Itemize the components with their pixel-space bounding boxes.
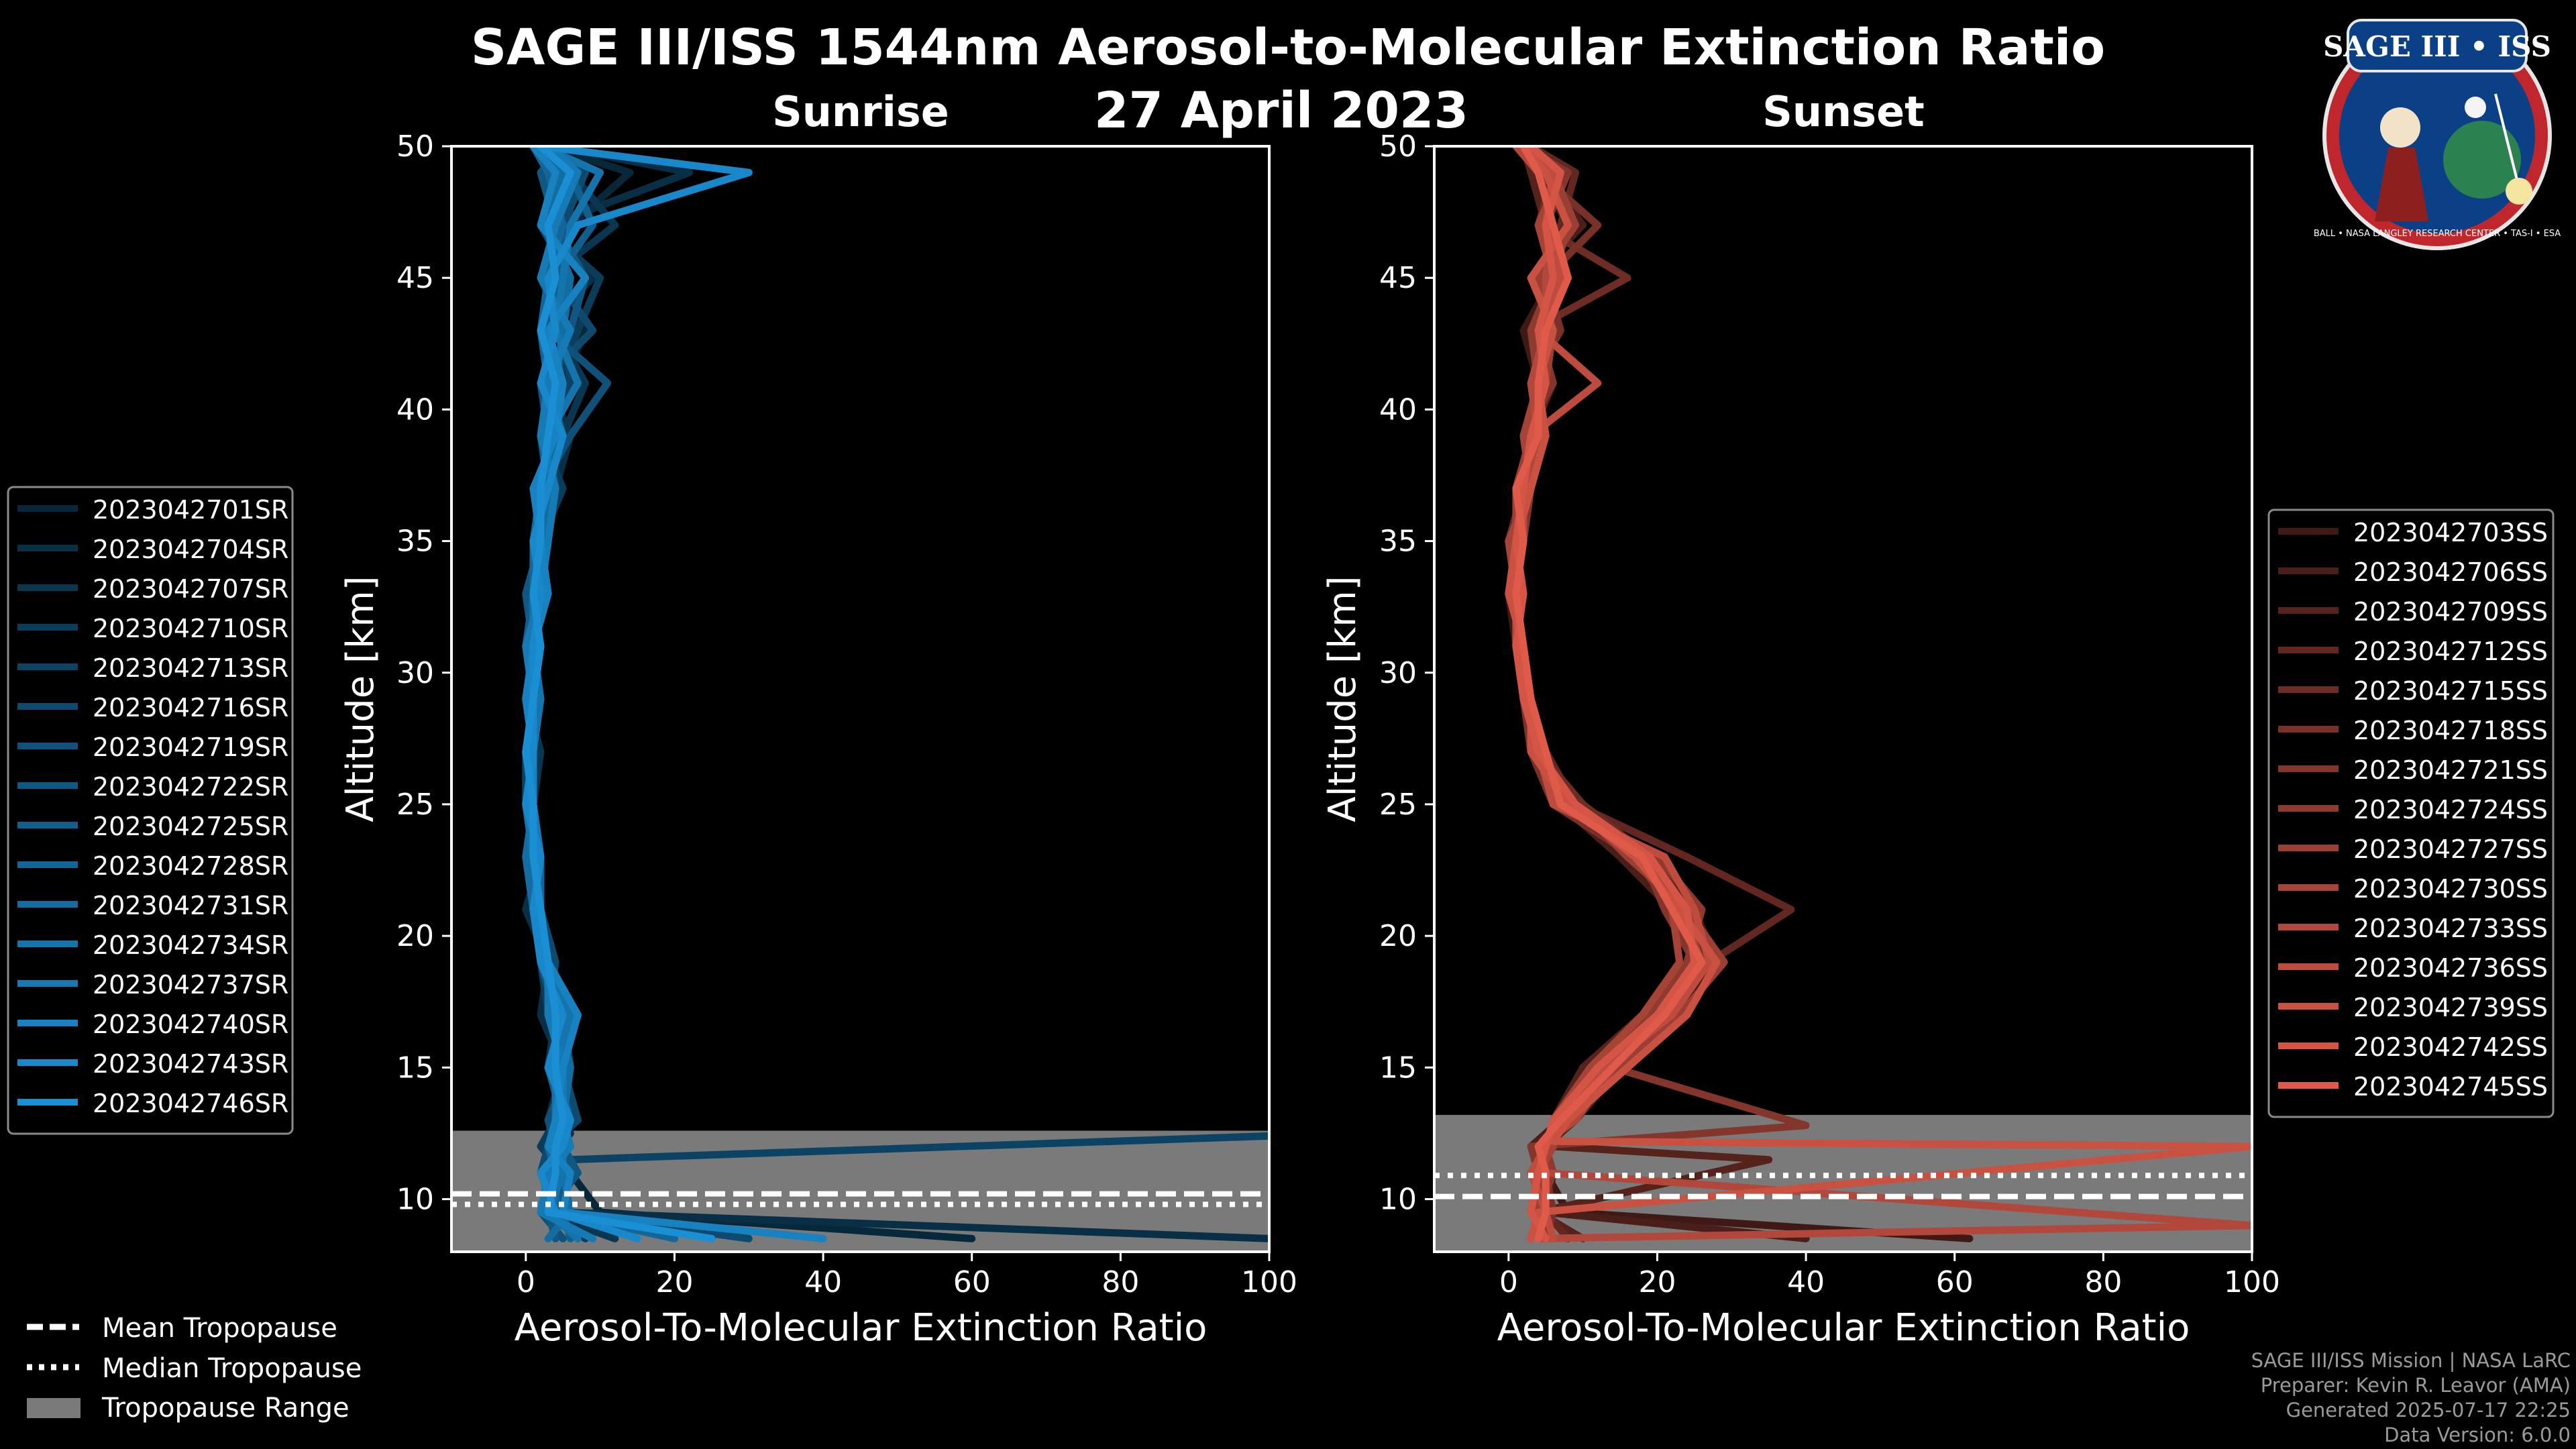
sunrise-y-tick-label: 50: [396, 129, 434, 164]
sunset-y-tick-label: 20: [1379, 919, 1417, 953]
sunrise-y-tick-label: 10: [396, 1183, 434, 1217]
credit-generated: Generated 2025-07-17 22:25: [2286, 1399, 2571, 1421]
legend-label-2023042724SS: 2023042724SS: [2353, 795, 2548, 824]
legend-label-2023042718SS: 2023042718SS: [2353, 716, 2548, 745]
sunset-y-tick-label: 40: [1379, 392, 1417, 427]
sunset-x-tick-label: 40: [1787, 1265, 1825, 1299]
sunrise-panel-title: Sunrise: [772, 87, 949, 136]
legend-label-2023042736SS: 2023042736SS: [2353, 953, 2548, 983]
legend-label-2023042706SS: 2023042706SS: [2353, 557, 2548, 587]
sunset-x-axis-label: Aerosol-To-Molecular Extinction Ratio: [1497, 1306, 2190, 1350]
credit-mission: SAGE III/ISS Mission | NASA LaRC: [2251, 1349, 2571, 1372]
sage-iii-iss-logo: SAGE III • ISS BALL • NASA LANGLEY RESEA…: [2314, 19, 2561, 250]
legend-label-2023042728SR: 2023042728SR: [93, 851, 288, 881]
sunset-plot-background: [1434, 146, 2252, 1252]
legend-label-2023042712SS: 2023042712SS: [2353, 637, 2548, 666]
sunset-legend: 2023042703SS 2023042706SS 2023042709SS 2023…: [2267, 508, 2555, 1118]
series-line-2023042745SS: [1512, 146, 1706, 1242]
logo-top-text: SAGE III • ISS: [2323, 30, 2551, 63]
legend-label-2023042716SR: 2023042716SR: [93, 693, 288, 722]
sunset-y-tick-label: 25: [1379, 788, 1417, 822]
sunset-y-tick-label: 50: [1379, 129, 1417, 164]
sunrise-x-tick-label: 40: [804, 1265, 842, 1299]
sunrise-x-tick-label: 60: [953, 1265, 991, 1299]
sunset-y-tick-label: 45: [1379, 261, 1417, 295]
legend-label-2023042704SR: 2023042704SR: [93, 535, 288, 564]
sunset-y-tick-label: 30: [1379, 656, 1417, 690]
credit-preparer: Preparer: Kevin R. Leavor (AMA): [2260, 1374, 2571, 1397]
legend-label-2023042709SS: 2023042709SS: [2353, 597, 2548, 627]
sunrise-panel: Sunrise 0 20 40 60 80 100 10 15 20 25 30 35 40 45 50 A…: [339, 87, 1297, 1350]
sunset-panel: Sunset 0 20 40 60 80 100 10 15 20 25 30 35 40 45 50 Al…: [1321, 87, 2280, 1350]
legend-label-2023042745SS: 2023042745SS: [2353, 1072, 2548, 1102]
sunrise-y-tick-label: 45: [396, 261, 434, 295]
mean-tropopause-label: Mean Tropopause: [102, 1313, 337, 1344]
series-line-2023042742SS: [1512, 146, 1699, 1242]
legend-label-2023042739SS: 2023042739SS: [2353, 993, 2548, 1022]
legend-label-2023042727SS: 2023042727SS: [2353, 835, 2548, 864]
sunset-y-tick-label: 10: [1379, 1183, 1417, 1217]
legend-label-2023042730SS: 2023042730SS: [2353, 874, 2548, 904]
legend-label-2023042725SR: 2023042725SR: [93, 812, 288, 841]
tropopause-range-swatch: [27, 1398, 80, 1418]
sunset-y-tick-label: 35: [1379, 525, 1417, 559]
sunset-legend-frame: [2267, 508, 2555, 1118]
sunrise-y-axis-label: Altitude [km]: [339, 576, 382, 822]
legend-label-2023042703SS: 2023042703SS: [2353, 518, 2548, 547]
figure-date: 27 April 2023: [1094, 82, 1468, 140]
legend-label-2023042719SR: 2023042719SR: [93, 733, 288, 762]
legend-label-2023042742SS: 2023042742SS: [2353, 1032, 2548, 1062]
sunrise-x-tick-label: 20: [655, 1265, 693, 1299]
median-tropopause-label: Median Tropopause: [102, 1353, 362, 1384]
series-line-2023042746SR: [522, 146, 716, 1242]
legend-label-2023042746SR: 2023042746SR: [93, 1089, 288, 1118]
sunrise-y-tick-label: 35: [396, 525, 434, 559]
legend-label-2023042721SS: 2023042721SS: [2353, 755, 2548, 785]
legend-label-2023042710SR: 2023042710SR: [93, 614, 288, 643]
sunrise-x-tick-label: 0: [517, 1265, 535, 1299]
sunrise-x-tick-label: 80: [1102, 1265, 1139, 1299]
sunrise-y-tick-label: 15: [396, 1051, 434, 1085]
legend-label-2023042740SR: 2023042740SR: [93, 1010, 288, 1039]
sunset-plot-area: 0 20 40 60 80 100 10 15 20 25 30 35 40 45 50: [1379, 129, 2280, 1299]
figure-title: SAGE III/ISS 1544nm Aerosol-to-Molecular…: [471, 19, 2105, 76]
legend-label-2023042737SR: 2023042737SR: [93, 970, 288, 1000]
sunrise-plot-frame: [450, 145, 1271, 1253]
logo-ring-text: BALL • NASA LANGLEY RESEARCH CENTER • TA…: [2314, 229, 2561, 239]
sunset-y-axis-label: Altitude [km]: [1321, 576, 1364, 822]
legend-label-2023042715SS: 2023042715SS: [2353, 676, 2548, 706]
legend-label-2023042722SR: 2023042722SR: [93, 772, 288, 802]
sunrise-plot-area: 0 20 40 60 80 100 10 15 20 25 30 35 40 45 50: [396, 129, 1297, 1299]
legend-label-2023042734SR: 2023042734SR: [93, 930, 288, 960]
sunset-panel-title: Sunset: [1762, 87, 1925, 136]
sunrise-legend-frame: [7, 486, 294, 1135]
sunrise-y-tick-label: 25: [396, 788, 434, 822]
legend-label-2023042731SR: 2023042731SR: [93, 891, 288, 920]
legend-label-2023042707SR: 2023042707SR: [93, 574, 288, 604]
sunrise-y-tick-label: 30: [396, 656, 434, 690]
sunset-x-tick-label: 20: [1638, 1265, 1676, 1299]
credits: SAGE III/ISS Mission | NASA LaRC Prepare…: [2251, 1348, 2571, 1448]
sunset-y-tick-label: 15: [1379, 1051, 1417, 1085]
legend-label-2023042701SR: 2023042701SR: [93, 495, 288, 525]
sunrise-legend: 2023042701SR 2023042704SR 2023042707SR 2023…: [7, 486, 294, 1135]
tropopause-legend: Mean Tropopause Median Tropopause Tropop…: [27, 1313, 362, 1424]
tropopause-range-label: Tropopause Range: [101, 1393, 350, 1424]
sunset-x-tick-label: 0: [1499, 1265, 1518, 1299]
sunrise-x-axis-label: Aerosol-To-Molecular Extinction Ratio: [515, 1306, 1208, 1350]
legend-label-2023042733SS: 2023042733SS: [2353, 914, 2548, 943]
sunset-x-tick-label: 60: [1936, 1265, 1974, 1299]
sunrise-y-tick-label: 40: [396, 392, 434, 427]
sunset-plot-frame: [1433, 145, 2253, 1253]
sunrise-x-tick-label: 100: [1241, 1265, 1297, 1299]
credit-version: Data Version: 6.0.0: [2384, 1424, 2571, 1446]
legend-label-2023042743SR: 2023042743SR: [93, 1049, 288, 1079]
sunset-x-tick-label: 100: [2224, 1265, 2280, 1299]
sunset-x-tick-label: 80: [2084, 1265, 2122, 1299]
sunrise-y-tick-label: 20: [396, 919, 434, 953]
legend-label-2023042713SR: 2023042713SR: [93, 653, 288, 683]
